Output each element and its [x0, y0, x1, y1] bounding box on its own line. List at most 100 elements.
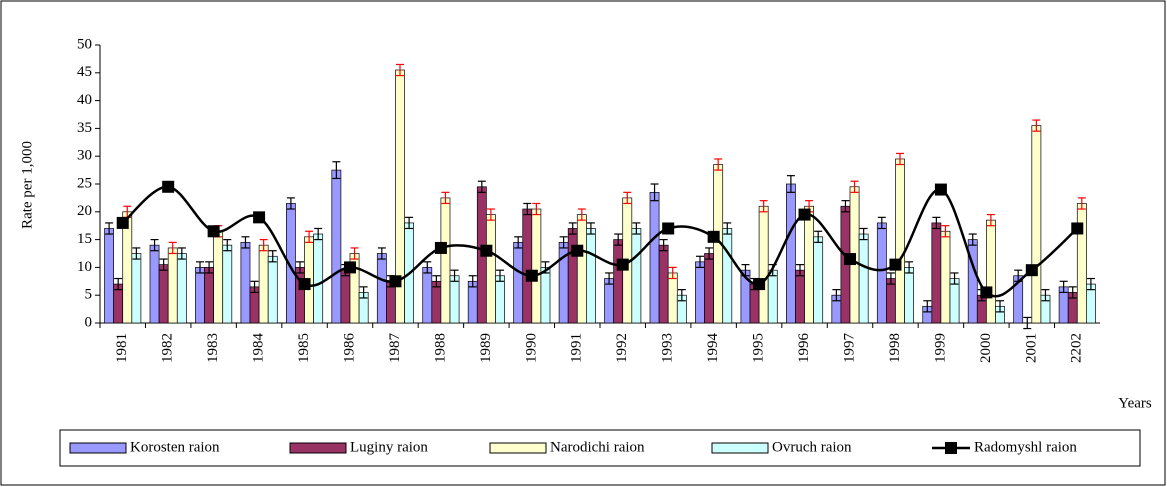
- error-bar: [432, 275, 441, 288]
- error-bar: [723, 222, 732, 235]
- y-tick-label: 25: [77, 175, 92, 191]
- error-bar: [250, 280, 259, 294]
- line-marker: [525, 269, 538, 282]
- error-bar: [850, 180, 859, 193]
- bar: [158, 264, 169, 324]
- error-bar: [477, 180, 486, 193]
- line-marker: [980, 286, 993, 299]
- line-marker: [253, 211, 266, 224]
- bar: [340, 269, 351, 324]
- line-marker: [344, 261, 356, 274]
- error-bar: [923, 300, 932, 313]
- legend-label: Radomyshl raion: [974, 439, 1077, 455]
- line-marker: [207, 225, 220, 238]
- error-bar: [1059, 280, 1068, 294]
- bar: [949, 278, 960, 324]
- error-bar: [305, 230, 314, 243]
- error-bar: [150, 239, 159, 252]
- error-bar: [996, 300, 1004, 313]
- bar: [858, 233, 869, 324]
- error-bar: [623, 191, 632, 205]
- error-bar: [1032, 119, 1041, 132]
- error-bar: [614, 233, 623, 246]
- bar: [704, 253, 714, 324]
- error-bar: [377, 247, 386, 260]
- bar: [886, 278, 896, 324]
- bar: [240, 242, 251, 324]
- bar: [931, 222, 942, 324]
- error-bar: [332, 161, 341, 180]
- x-tick-label: 1999: [932, 333, 948, 363]
- x-tick-label: 1984: [251, 333, 267, 364]
- bar: [667, 272, 678, 324]
- bar: [149, 244, 160, 324]
- bar: [904, 267, 914, 324]
- error-bar: [886, 272, 895, 285]
- bar: [695, 261, 705, 324]
- y-tick-label: 30: [77, 148, 92, 164]
- error-bar: [841, 200, 850, 213]
- x-tick-label: 1997: [841, 333, 857, 364]
- y-tick-label: 10: [77, 259, 92, 275]
- line-marker: [934, 183, 947, 196]
- bar: [449, 275, 460, 324]
- x-axis-label: Years: [1118, 395, 1152, 411]
- error-bar: [259, 239, 268, 252]
- y-tick-label: 40: [77, 92, 92, 108]
- bar: [331, 169, 342, 324]
- line-marker: [753, 278, 766, 291]
- line-marker: [1071, 222, 1084, 235]
- y-tick-label: 15: [77, 231, 92, 247]
- legend-swatch: [289, 442, 347, 454]
- legend-swatch: [489, 442, 547, 454]
- x-tick-label: 1983: [205, 333, 221, 363]
- x-tick-label: 1985: [296, 333, 312, 363]
- y-axis-label: Rate per 1,000: [19, 141, 35, 229]
- error-bar: [568, 222, 577, 235]
- bar: [813, 236, 824, 324]
- bar: [495, 275, 505, 324]
- line-marker: [662, 222, 675, 235]
- line-marker: [616, 258, 629, 271]
- bar: [786, 183, 796, 324]
- error-bar: [832, 289, 841, 302]
- error-bar: [605, 272, 614, 285]
- x-tick-label: 1989: [478, 333, 494, 363]
- bar: [213, 230, 224, 324]
- error-bar: [350, 247, 359, 260]
- error-bar: [796, 264, 804, 277]
- bar: [895, 158, 905, 324]
- bar: [176, 253, 187, 324]
- x-tick-label: 2001: [1023, 333, 1039, 363]
- bar: [795, 269, 805, 324]
- error-bar: [105, 222, 114, 235]
- y-tick-label: 5: [85, 287, 93, 303]
- error-bar: [205, 261, 214, 274]
- x-tick-label: 1982: [160, 333, 176, 363]
- bar: [104, 228, 114, 324]
- x-tick-label: 2202: [1069, 333, 1085, 363]
- bar: [767, 269, 778, 324]
- error-bar: [577, 208, 586, 221]
- error-bar: [896, 152, 904, 166]
- x-tick-label: 1992: [614, 333, 630, 363]
- bar: [267, 255, 278, 324]
- bar: [567, 228, 578, 324]
- bar: [431, 280, 442, 324]
- line-marker: [116, 216, 129, 229]
- x-tick-label: 1986: [341, 333, 357, 364]
- legend-swatch: [69, 442, 127, 454]
- error-bar: [441, 191, 450, 205]
- y-tick-label: 0: [85, 314, 93, 330]
- legend-label: Korosten raion: [130, 439, 220, 455]
- error-bar: [1041, 289, 1050, 302]
- error-bar: [405, 216, 414, 230]
- error-bar: [877, 216, 886, 230]
- bar: [522, 208, 533, 324]
- bar: [586, 228, 596, 324]
- error-bar: [677, 289, 686, 302]
- error-bar: [814, 230, 823, 243]
- bar: [604, 278, 614, 324]
- y-tick-label: 50: [77, 36, 92, 52]
